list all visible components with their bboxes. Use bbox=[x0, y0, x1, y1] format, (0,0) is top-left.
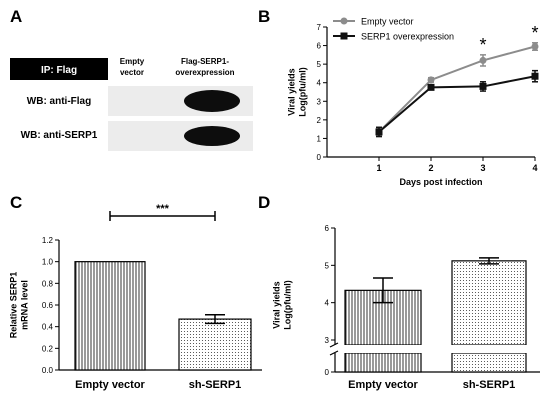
y-tick-label: 0 bbox=[325, 368, 330, 377]
panel-label-b: B bbox=[258, 7, 270, 26]
ip-label: IP: Flag bbox=[41, 65, 77, 76]
x-tick-label: 1 bbox=[376, 163, 381, 173]
y-tick-label: 0.8 bbox=[42, 279, 54, 288]
band-anti-flag bbox=[184, 90, 240, 112]
axis-break-gap bbox=[329, 345, 540, 353]
y-tick-label: 6 bbox=[325, 224, 330, 233]
y-tick-label: 0.0 bbox=[42, 366, 54, 375]
significance-asterisk: * bbox=[531, 23, 538, 43]
y-tick-label: 0 bbox=[317, 153, 322, 162]
y-tick-label: 0.4 bbox=[42, 323, 54, 332]
western-blot: IP: Flag Empty vector Flag-SERP1-overexpr… bbox=[10, 57, 253, 151]
data-point bbox=[531, 72, 539, 80]
bar bbox=[178, 318, 252, 371]
y-tick-label: 6 bbox=[317, 42, 322, 51]
blot-row-anti-flag: WB: anti-Flag bbox=[27, 96, 91, 107]
panel-label-c: C bbox=[10, 193, 22, 212]
significance-asterisk: * bbox=[479, 35, 486, 55]
x-tick-label: 2 bbox=[428, 163, 433, 173]
bar-chart-viral-yields: 0 3 4 5 6 Viral yieldsLog(pfu/ml) Empty vector… bbox=[272, 224, 540, 391]
blot-row-anti-serp1: WB: anti-SERP1 bbox=[21, 130, 98, 141]
x-category-label: Empty vector bbox=[75, 379, 145, 391]
x-category-label: sh-SERP1 bbox=[189, 379, 242, 391]
x-tick-label: 3 bbox=[480, 163, 485, 173]
panel-label-a: A bbox=[10, 7, 22, 26]
y-tick-label: 4 bbox=[325, 299, 330, 308]
blot-column-empty-vector: Empty vector bbox=[120, 57, 145, 77]
series-line-0 bbox=[378, 45, 536, 133]
line-chart-viral-yields: 0 1 2 3 4 5 6 7 1 2 3 4 Days post infection Viral yie… bbox=[287, 17, 539, 188]
ip-label-box bbox=[10, 58, 108, 80]
data-point bbox=[479, 82, 487, 90]
data-point bbox=[375, 128, 383, 136]
data-point bbox=[427, 83, 435, 91]
bar-upper bbox=[451, 260, 527, 346]
y-tick-label: 3 bbox=[317, 97, 322, 106]
legend-label: Empty vector bbox=[361, 17, 414, 27]
bar-lower bbox=[451, 352, 527, 373]
y-axis-title: Viral yieldsLog(pfu/ml) bbox=[272, 280, 293, 329]
bar-chart-serp1-mrna: 0.0 0.2 0.4 0.6 0.8 1.0 1.2 Relative SERP1mRNA … bbox=[9, 203, 262, 391]
y-tick-label: 7 bbox=[317, 23, 322, 32]
y-axis-title: Viral yieldsLog(pfu/ml) bbox=[287, 67, 308, 116]
series-line-1 bbox=[378, 75, 536, 133]
y-tick-label: 3 bbox=[325, 336, 330, 345]
y-tick-label: 0.6 bbox=[42, 301, 54, 310]
legend-marker bbox=[340, 17, 348, 25]
y-tick-label: 4 bbox=[317, 79, 322, 88]
data-point bbox=[531, 43, 539, 50]
y-tick-label: 1 bbox=[317, 134, 322, 143]
x-tick-label: 4 bbox=[532, 163, 537, 173]
y-tick-label: 1.0 bbox=[42, 258, 54, 267]
blot-column-flag-serp1: Flag-SERP1-overexpression bbox=[175, 57, 234, 77]
y-tick-label: 0.2 bbox=[42, 344, 54, 353]
bar-lower bbox=[344, 352, 422, 373]
bar bbox=[74, 261, 146, 371]
x-axis-title: Days post infection bbox=[399, 177, 482, 187]
y-axis-title: Relative SERP1mRNA level bbox=[9, 272, 30, 339]
y-tick-label: 1.2 bbox=[42, 236, 54, 245]
y-tick-label: 2 bbox=[317, 116, 322, 125]
legend-marker bbox=[340, 32, 348, 40]
y-tick-label: 5 bbox=[317, 60, 322, 69]
significance-label: *** bbox=[156, 203, 170, 215]
axis-break-mark bbox=[329, 350, 339, 356]
data-point bbox=[479, 56, 487, 64]
legend-label: SERP1 overexpression bbox=[361, 32, 454, 42]
band-anti-serp1 bbox=[184, 126, 240, 146]
x-category-label: sh-SERP1 bbox=[463, 379, 516, 391]
data-point bbox=[427, 76, 435, 84]
panel-label-d: D bbox=[258, 193, 270, 212]
axis-break-mark bbox=[329, 342, 339, 348]
y-tick-label: 5 bbox=[325, 261, 330, 270]
x-category-label: Empty vector bbox=[348, 379, 418, 391]
